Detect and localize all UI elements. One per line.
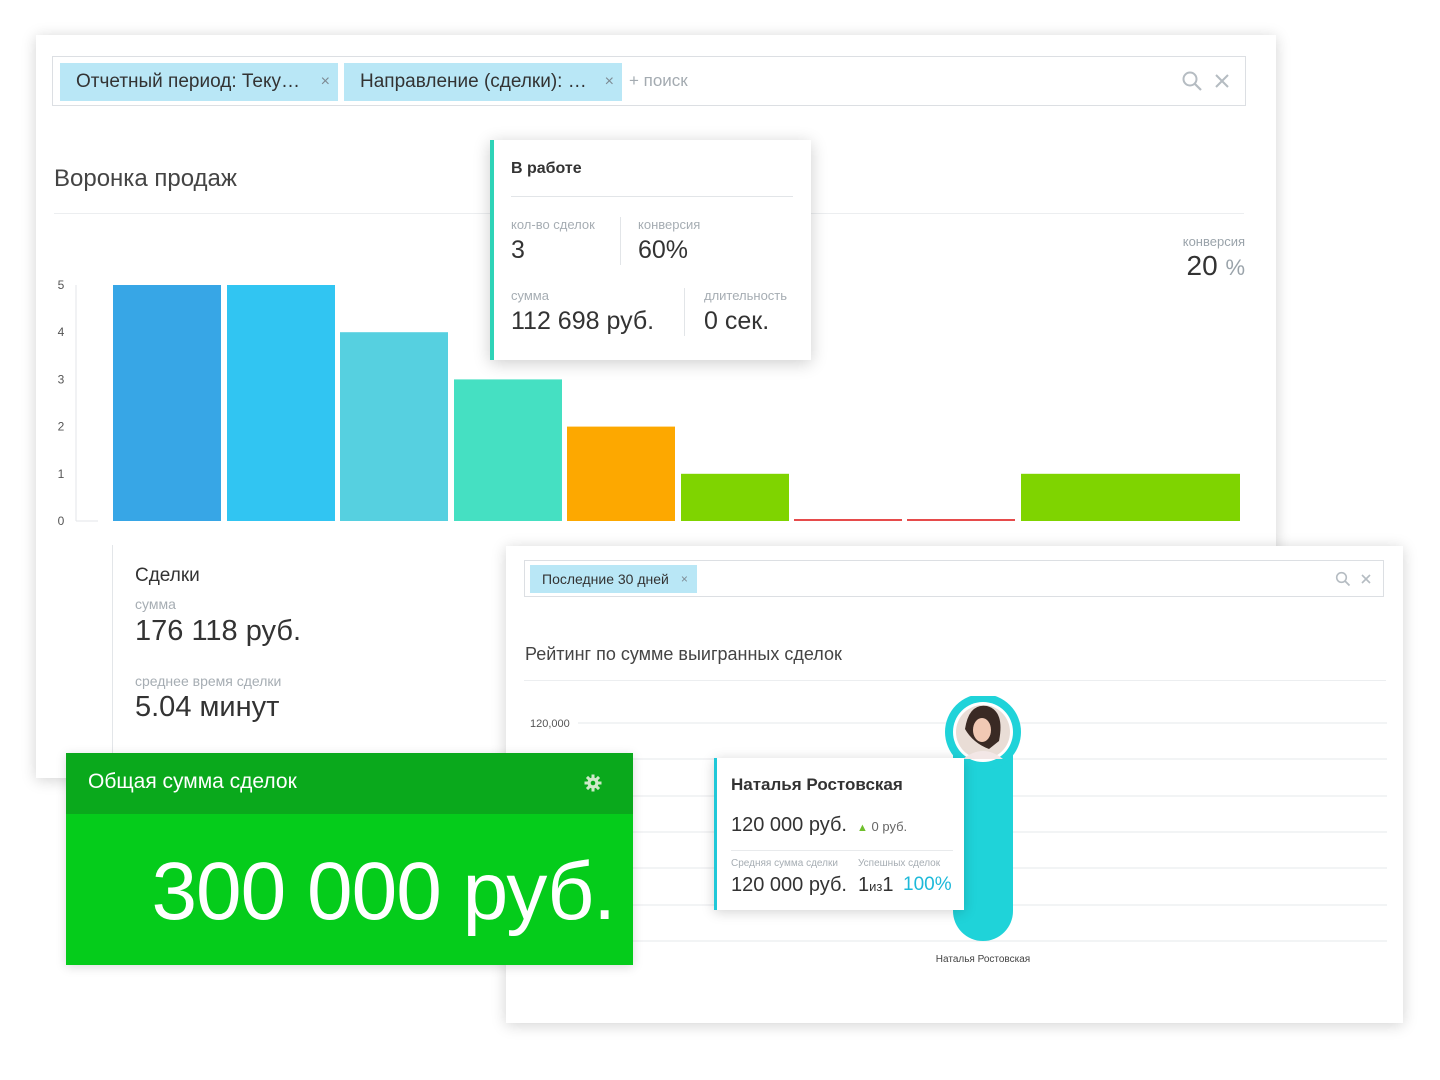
won-percent: 100% — [903, 874, 952, 895]
search-input[interactable]: + поиск — [629, 71, 688, 90]
funnel-chart: 0 1 2 3 4 5 — [58, 278, 1240, 528]
funnel-bar — [681, 473, 789, 521]
filter-chip-label: Отчетный период: Теку… — [76, 71, 301, 92]
funnel-bar — [1021, 473, 1240, 521]
deals-title: Сделки — [135, 565, 200, 586]
rating-bar — [953, 723, 1013, 941]
widget-title: Общая сумма сделок — [88, 770, 297, 793]
y-tick-label: 4 — [58, 325, 65, 339]
close-icon[interactable] — [1359, 572, 1373, 586]
stage-tooltip: В работе кол-во сделок 3 конверсия 60% с… — [490, 140, 811, 360]
divider — [511, 196, 793, 197]
close-icon[interactable]: × — [604, 73, 614, 90]
close-icon[interactable]: × — [680, 572, 688, 586]
search-icon[interactable] — [1335, 571, 1351, 587]
conversion-label: конверсия — [638, 217, 701, 232]
deals-count-label: кол-во сделок — [511, 217, 595, 232]
gear-icon[interactable] — [583, 773, 603, 793]
funnel-bar — [794, 519, 902, 521]
deals-avg-time-label: среднее время сделки — [135, 673, 282, 689]
triangle-up-icon: ▲ — [857, 822, 868, 834]
rating-title: Рейтинг по сумме выигранных сделок — [525, 644, 842, 664]
y-tick-label: 2 — [58, 420, 65, 434]
sum-value: 112 698 руб. — [511, 307, 655, 335]
avg-sum-label: Средняя сумма сделки — [731, 858, 838, 869]
funnel-bar — [454, 379, 562, 521]
funnel-bar — [113, 285, 221, 521]
person-delta-value: 0 руб. — [871, 819, 908, 834]
filter-chip-period[interactable]: Последние 30 дней × — [530, 565, 697, 593]
conversion-number: 20 — [1186, 250, 1218, 281]
total-deals-widget: Общая сумма сделок 300 000 руб. — [66, 753, 633, 965]
widget-header: Общая сумма сделок — [66, 753, 633, 814]
sum-label: сумма — [511, 288, 549, 303]
conversion-value: 60% — [638, 236, 689, 264]
deals-summary: Сделки сумма 176 118 руб. среднее время … — [112, 545, 472, 765]
conversion-unit: % — [1225, 255, 1245, 280]
person-sum: 120 000 руб. — [731, 814, 847, 836]
filter-chip-label: Последние 30 дней — [542, 571, 669, 587]
page-title: Воронка продаж — [54, 165, 237, 192]
rating-panel: Последние 30 дней × Рейтинг по сумме выи… — [506, 546, 1403, 1023]
y-tick-label: 1 — [58, 467, 65, 481]
divider — [731, 850, 953, 851]
filter-chip-period[interactable]: Отчетный период: Теку… × — [60, 63, 338, 101]
avatar-shoulders — [963, 751, 1003, 759]
won-deals-value: 1из1 — [858, 874, 893, 897]
funnel-bar — [907, 519, 1015, 521]
conversion-value: 20 % — [1187, 250, 1246, 282]
divider — [524, 680, 1386, 681]
rating-chart: 120,000 Наталья Ростовская — [530, 696, 1387, 965]
y-tick-label: 5 — [58, 278, 65, 292]
deals-count-value: 3 — [511, 236, 525, 264]
filter-chip-label: Направление (сделки): … — [360, 71, 587, 92]
x-tick-label: Наталья Ростовская — [936, 954, 1030, 965]
won-deals-label: Успешных сделок — [858, 858, 941, 869]
y-tick-label: 3 — [58, 372, 65, 386]
y-tick-label: 0 — [58, 514, 65, 528]
avatar — [956, 705, 1010, 759]
conversion-label: конверсия — [1182, 234, 1245, 249]
person-name: Наталья Ростовская — [731, 775, 903, 794]
duration-value: 0 сек. — [704, 307, 770, 335]
y-tick-label: 120,000 — [530, 718, 570, 730]
filter-bar[interactable]: Последние 30 дней × — [524, 560, 1384, 597]
divider — [684, 288, 685, 336]
won-total: 1 — [882, 874, 894, 896]
funnel-bar — [567, 426, 675, 521]
tooltip-title: В работе — [511, 160, 582, 177]
deals-sum-value: 176 118 руб. — [135, 615, 302, 647]
avatar-face — [973, 718, 991, 742]
won-of: из — [869, 879, 883, 894]
deals-avg-time-value: 5.04 минут — [135, 691, 280, 723]
funnel-bar — [340, 332, 448, 521]
won-count: 1 — [858, 874, 870, 896]
avg-sum-value: 120 000 руб. — [731, 874, 847, 896]
close-icon[interactable]: × — [320, 73, 330, 90]
duration-label: длительность — [704, 288, 788, 303]
person-delta: ▲ 0 руб. — [857, 819, 907, 834]
deals-sum-label: сумма — [135, 596, 176, 612]
funnel-bar — [227, 285, 335, 521]
filter-chip-direction[interactable]: Направление (сделки): … × — [344, 63, 622, 101]
person-tooltip: Наталья Ростовская 120 000 руб. ▲ 0 руб.… — [714, 758, 964, 910]
close-icon[interactable] — [1211, 70, 1233, 92]
divider — [620, 217, 621, 265]
filter-bar[interactable]: Отчетный период: Теку… × Направление (сд… — [52, 56, 1246, 106]
widget-value: 300 000 руб. — [151, 846, 616, 937]
search-icon[interactable] — [1181, 70, 1203, 92]
